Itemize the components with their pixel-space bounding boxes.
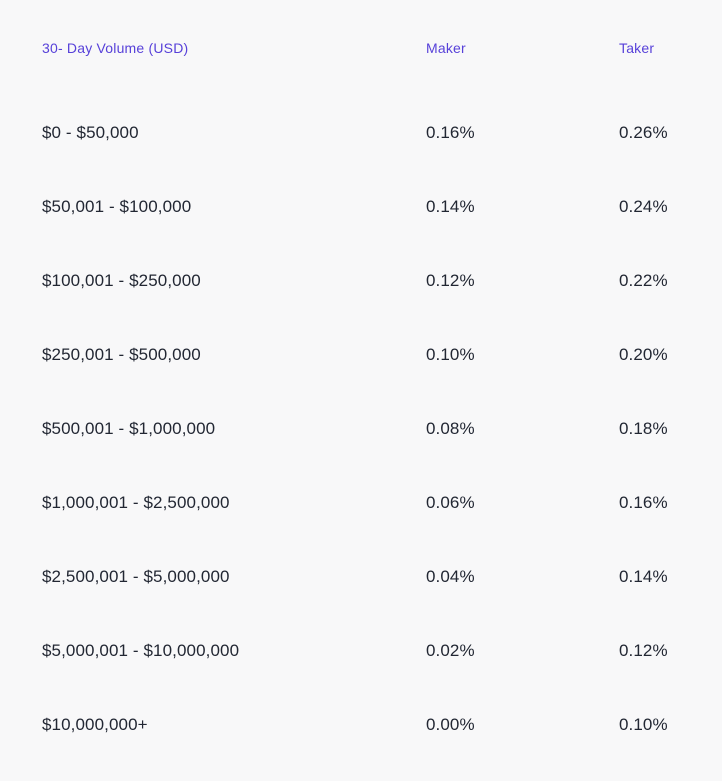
fee-table-body: $0 - $50,000 0.16% 0.26% $50,001 - $100,000…	[0, 96, 722, 762]
taker-fee-cell: 0.26%	[619, 123, 668, 142]
taker-fee-cell: 0.10%	[619, 715, 668, 734]
volume-cell: $1,000,001 - $2,500,000	[42, 493, 230, 512]
volume-cell: $0 - $50,000	[42, 123, 139, 142]
maker-fee-cell: 0.02%	[426, 641, 475, 660]
volume-cell: $500,001 - $1,000,000	[42, 419, 216, 438]
maker-fee-cell: 0.10%	[426, 345, 475, 364]
taker-fee-cell: 0.18%	[619, 419, 668, 438]
maker-fee-cell: 0.14%	[426, 197, 475, 216]
taker-fee-cell: 0.12%	[619, 641, 668, 660]
table-row: $5,000,001 - $10,000,000 0.02% 0.12%	[0, 614, 722, 688]
volume-cell: $50,001 - $100,000	[42, 197, 192, 216]
table-row: $500,001 - $1,000,000 0.08% 0.18%	[0, 392, 722, 466]
column-header-taker: Taker	[619, 40, 655, 56]
table-row: $10,000,000+ 0.00% 0.10%	[0, 688, 722, 762]
maker-fee-cell: 0.16%	[426, 123, 475, 142]
volume-cell: $100,001 - $250,000	[42, 271, 201, 290]
volume-cell: $5,000,001 - $10,000,000	[42, 641, 240, 660]
maker-fee-cell: 0.12%	[426, 271, 475, 290]
taker-fee-cell: 0.22%	[619, 271, 668, 290]
table-row: $250,001 - $500,000 0.10% 0.20%	[0, 318, 722, 392]
table-row: $0 - $50,000 0.16% 0.26%	[0, 96, 722, 170]
table-row: $50,001 - $100,000 0.14% 0.24%	[0, 170, 722, 244]
taker-fee-cell: 0.20%	[619, 345, 668, 364]
table-row: $1,000,001 - $2,500,000 0.06% 0.16%	[0, 466, 722, 540]
column-header-maker: Maker	[426, 40, 466, 56]
taker-fee-cell: 0.24%	[619, 197, 668, 216]
table-row: $100,001 - $250,000 0.12% 0.22%	[0, 244, 722, 318]
fee-table-header-row: 30- Day Volume (USD) Maker Taker	[0, 0, 722, 96]
volume-cell: $250,001 - $500,000	[42, 345, 201, 364]
maker-fee-cell: 0.00%	[426, 715, 475, 734]
maker-fee-cell: 0.04%	[426, 567, 475, 586]
volume-cell: $10,000,000+	[42, 715, 148, 734]
table-row: $2,500,001 - $5,000,000 0.04% 0.14%	[0, 540, 722, 614]
taker-fee-cell: 0.16%	[619, 493, 668, 512]
maker-fee-cell: 0.08%	[426, 419, 475, 438]
taker-fee-cell: 0.14%	[619, 567, 668, 586]
column-header-volume: 30- Day Volume (USD)	[42, 40, 189, 56]
volume-cell: $2,500,001 - $5,000,000	[42, 567, 230, 586]
maker-fee-cell: 0.06%	[426, 493, 475, 512]
